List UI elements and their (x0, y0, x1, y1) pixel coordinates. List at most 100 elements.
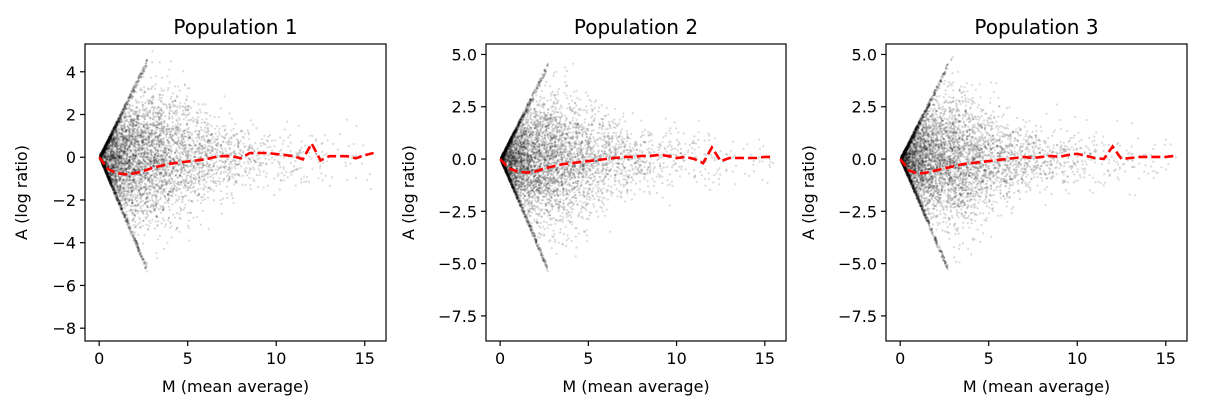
scatter-point (131, 199, 134, 202)
scatter-point (161, 127, 164, 130)
scatter-point (177, 131, 180, 134)
scatter-point (193, 167, 196, 170)
scatter-point (131, 231, 134, 235)
scatter-point (249, 119, 252, 122)
scatter-point (219, 190, 222, 193)
scatter-point (106, 172, 109, 175)
scatter-point (214, 143, 217, 146)
scatter-point (268, 134, 271, 137)
scatter-point (163, 166, 166, 169)
scatter-point (152, 115, 155, 118)
scatter-point (119, 136, 122, 139)
scatter-point (159, 177, 162, 180)
scatter-point (118, 155, 121, 158)
scatter-point (361, 162, 364, 165)
scatter-point (163, 146, 166, 149)
scatter-point (177, 137, 180, 140)
scatter-point (111, 152, 114, 155)
scatter-point (170, 147, 173, 150)
scatter-point (212, 177, 215, 180)
scatter-point (117, 116, 120, 119)
scatter-point (161, 217, 165, 220)
scatter-point (162, 178, 165, 181)
scatter-point (137, 114, 141, 117)
scatter-point (138, 162, 141, 165)
scatter-point (126, 138, 129, 141)
scatter-point (102, 150, 105, 153)
scatter-point (107, 140, 110, 143)
scatter-point (142, 156, 145, 159)
scatter-point (157, 220, 160, 223)
scatter-point (201, 169, 204, 172)
scatter-point (100, 150, 103, 153)
scatter-point (139, 218, 142, 221)
scatter-point (131, 135, 134, 138)
scatter-point (113, 155, 116, 159)
scatter-point (200, 128, 203, 131)
scatter-point (190, 180, 194, 183)
scatter-point (152, 186, 155, 189)
scatter-point (125, 107, 128, 110)
scatter-point (151, 95, 154, 99)
scatter-point (216, 135, 219, 138)
scatter-point (190, 160, 193, 163)
scatter-point (120, 208, 123, 211)
scatter-point (188, 87, 191, 90)
scatter-point (102, 151, 105, 154)
scatter-point (112, 126, 116, 129)
scatter-point (108, 179, 111, 182)
scatter-point (102, 165, 106, 168)
scatter-point (134, 181, 137, 184)
scatter-point (204, 126, 207, 129)
scatter-point (234, 174, 237, 177)
scatter-point (134, 99, 137, 102)
scatter-point (140, 174, 143, 177)
scatter-point (151, 161, 154, 165)
scatter-point (186, 186, 189, 189)
scatter-point (162, 181, 165, 184)
scatter-point (146, 156, 149, 159)
scatter-point (182, 147, 185, 150)
scatter-point (178, 106, 182, 109)
scatter-point (141, 131, 144, 134)
scatter-point (172, 139, 175, 142)
scatter-point (112, 188, 115, 191)
scatter-point (131, 235, 134, 238)
scatter-point (110, 133, 113, 136)
scatter-point (166, 199, 169, 203)
scatter-point (123, 123, 126, 126)
scatter-point (110, 174, 113, 177)
scatter-point (229, 160, 233, 164)
scatter-point (144, 266, 147, 269)
scatter-point (143, 152, 146, 155)
scatter-point (192, 159, 195, 163)
scatter-point (140, 136, 143, 139)
scatter-point (147, 141, 150, 144)
scatter-point (163, 158, 166, 161)
scatter-point (125, 101, 128, 105)
scatter-point (108, 135, 111, 138)
scatter-point (196, 140, 199, 143)
scatter-point (186, 119, 189, 122)
scatter-point (226, 168, 229, 171)
scatter-point (165, 167, 168, 170)
scatter-point (280, 171, 283, 174)
scatter-point (187, 171, 190, 174)
scatter-point (113, 186, 116, 189)
scatter-point (139, 144, 142, 147)
scatter-point (102, 148, 105, 151)
scatter-point (192, 145, 195, 148)
scatter-point (111, 157, 114, 160)
scatter-point (181, 145, 184, 148)
scatter-point (129, 96, 132, 99)
scatter-point (112, 127, 115, 130)
scatter-point (188, 219, 191, 222)
scatter-point (124, 198, 127, 202)
scatter-point (263, 134, 266, 137)
scatter-point (101, 149, 104, 152)
scatter-point (178, 104, 181, 107)
scatter-point (126, 142, 129, 145)
scatter-point (120, 191, 123, 194)
scatter-point (132, 180, 135, 183)
